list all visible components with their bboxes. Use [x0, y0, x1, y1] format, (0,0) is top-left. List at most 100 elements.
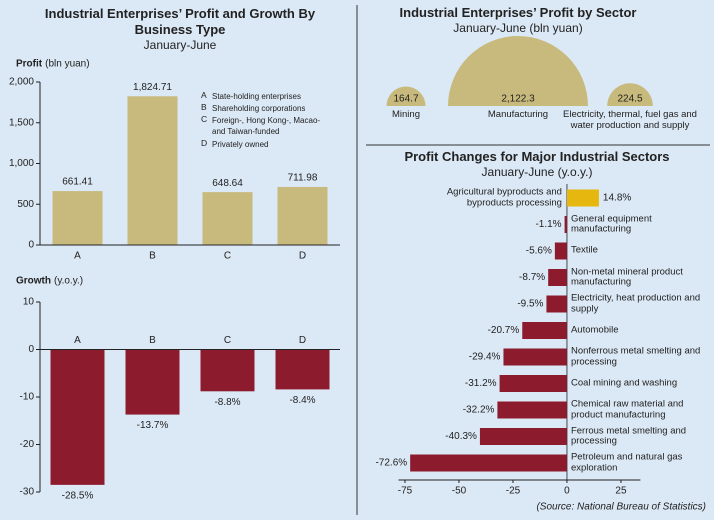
- semicircle: [386, 86, 426, 106]
- category-label: Electricity, heat production and supply: [570, 292, 701, 314]
- value-label: 164.7: [393, 94, 418, 105]
- category-label: Automobile: [570, 324, 619, 336]
- y-tick-label: 500: [17, 199, 34, 210]
- bar: [127, 96, 178, 245]
- semicircle: [607, 83, 653, 106]
- chart-subtitle: January-June (y.o.y.): [481, 165, 593, 179]
- category-label: Petroleum and natural gas exploration: [570, 451, 683, 473]
- x-tick-label: B: [149, 251, 156, 262]
- y-tick-label: -20: [20, 439, 35, 450]
- value-label: -8.7%: [519, 272, 545, 283]
- bar: [52, 191, 103, 245]
- legend-label: Shareholding corporations: [212, 104, 306, 113]
- category-label: Non-metal mineral product manufacturing: [570, 265, 683, 288]
- value-label: 711.98: [288, 173, 318, 184]
- category-label: Mining: [392, 109, 420, 120]
- chart-title: Industrial Enterprises’ Profit by Sector: [399, 5, 637, 20]
- x-tick-label: C: [224, 251, 231, 262]
- bar: [410, 454, 567, 472]
- category-label: Coal mining and washing: [570, 377, 678, 389]
- bar: [277, 186, 328, 245]
- bar: [503, 348, 567, 366]
- value-label: -28.5%: [62, 491, 94, 502]
- y-tick-label: 2,000: [9, 77, 34, 88]
- value-label: 2,122.3: [501, 94, 535, 105]
- legend-key: A: [201, 90, 207, 100]
- x-tick-label: A: [74, 335, 81, 346]
- value-label: -40.3%: [445, 431, 477, 442]
- y-tick-label: 10: [23, 297, 35, 308]
- y-tick-label: 0: [28, 240, 34, 251]
- bar: [497, 401, 567, 419]
- bar: [522, 322, 567, 339]
- value-label: 661.41: [62, 177, 93, 188]
- value-label: -9.5%: [517, 299, 543, 310]
- category-label: Agricultural byproducts and byproducts p…: [446, 186, 562, 208]
- category-label: Manufacturing: [487, 109, 549, 120]
- legend-label: State-holding enterprises: [212, 92, 301, 101]
- y-tick-label: 1,000: [9, 158, 34, 169]
- legend-label: Foreign-, Hong Kong-, Macao- and Taiwan-…: [212, 116, 321, 136]
- chart-title: Industrial Enterprises’ Profit and Growt…: [44, 6, 316, 37]
- y-axis-unit: (bln yuan): [45, 59, 89, 70]
- legend-key: B: [201, 102, 207, 112]
- bar: [499, 375, 567, 392]
- value-label: 1,824.71: [133, 82, 172, 93]
- value-label: 14.8%: [603, 193, 631, 204]
- legend-key: C: [201, 114, 208, 124]
- bar: [200, 349, 255, 392]
- bar: [125, 349, 180, 415]
- bar: [479, 428, 567, 445]
- value-label: -8.8%: [214, 397, 240, 408]
- source: (Source: National Bureau of Statistics): [536, 502, 706, 513]
- y-axis-unit: (y.o.y.): [54, 276, 83, 287]
- value-label: -72.6%: [375, 458, 407, 469]
- chart-subtitle: January-June: [143, 38, 217, 52]
- semicircle: [448, 36, 588, 106]
- value-label: -5.6%: [526, 246, 552, 257]
- bar: [566, 189, 599, 207]
- bar: [50, 349, 105, 485]
- bar: [548, 269, 567, 286]
- legend-label: Privately owned: [212, 140, 269, 149]
- x-tick-label: D: [299, 251, 306, 262]
- value-label: 648.64: [212, 178, 243, 189]
- y-axis-label: Profit: [16, 59, 43, 70]
- value-label: -1.1%: [535, 219, 561, 230]
- bar: [564, 216, 567, 233]
- x-tick-label: 25: [615, 486, 627, 497]
- y-tick-label: 0: [28, 344, 34, 355]
- y-tick-label: 1,500: [9, 117, 34, 128]
- bar: [202, 192, 253, 245]
- x-tick-label: 0: [564, 486, 570, 497]
- bar: [554, 242, 567, 260]
- category-label: Nonferrous metal smelting and processing: [570, 345, 701, 367]
- x-tick-label: C: [224, 335, 231, 346]
- category-label: Electricity, thermal, fuel gas and water…: [563, 109, 697, 131]
- x-tick-label: A: [74, 251, 81, 262]
- category-label: Textile: [570, 244, 598, 256]
- value-label: 224.5: [617, 94, 642, 105]
- chart-title: Profit Changes for Major Industrial Sect…: [404, 149, 670, 164]
- value-label: -29.4%: [469, 352, 501, 363]
- y-axis-label: Growth: [16, 276, 51, 287]
- y-tick-label: -10: [20, 392, 35, 403]
- value-label: -31.2%: [465, 378, 497, 389]
- bar: [275, 349, 330, 390]
- x-tick-label: -25: [506, 486, 521, 497]
- value-label: -13.7%: [137, 420, 169, 431]
- x-tick-label: -75: [398, 486, 413, 497]
- value-label: -8.4%: [289, 395, 315, 406]
- chart-subtitle: January-June (bln yuan): [453, 21, 583, 35]
- value-label: -32.2%: [463, 405, 495, 416]
- category-label: Chemical raw material and product manufa…: [570, 398, 684, 420]
- category-label: Ferrous metal smelting and processing: [570, 424, 687, 447]
- legend-key: D: [201, 138, 208, 148]
- x-tick-label: D: [299, 335, 306, 346]
- bar: [546, 295, 567, 313]
- y-tick-label: -30: [20, 487, 35, 498]
- x-tick-label: -50: [452, 486, 467, 497]
- category-label: General equipment manufacturing: [570, 212, 652, 235]
